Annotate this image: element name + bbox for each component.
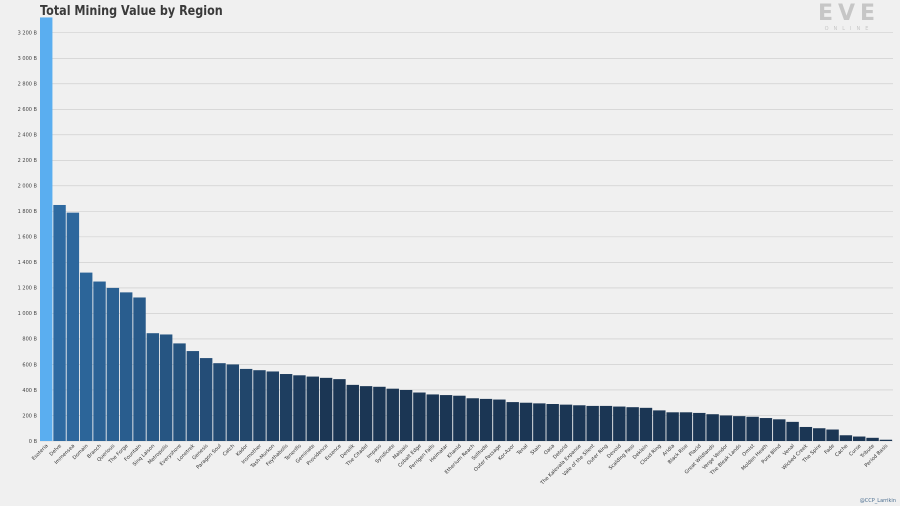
bar <box>759 418 773 441</box>
bar <box>493 399 506 441</box>
bar <box>119 292 133 441</box>
bar <box>799 426 813 441</box>
y-tick-label: 1 200 B <box>18 286 38 292</box>
y-axis-ticks: 0 B 200 B 400 B 600 B 800 B 1 000 B 1 200 B 1 4… <box>18 31 38 445</box>
bar <box>746 416 759 441</box>
bar <box>319 377 333 441</box>
y-tick-label: 1 600 B <box>18 235 38 241</box>
x-category-label: Tenal <box>515 443 529 457</box>
y-tick-label: 800 B <box>22 337 37 343</box>
x-category-label: Esoteria <box>31 443 50 462</box>
bar <box>413 392 426 441</box>
credit-text: @CCP_Larrikin <box>859 498 896 504</box>
bar <box>133 297 146 441</box>
bar <box>266 371 280 441</box>
y-tick-label: 600 B <box>22 362 37 368</box>
bar <box>213 363 226 441</box>
y-tick-label: 1 000 B <box>18 311 38 317</box>
bar <box>546 404 559 441</box>
bar <box>666 412 679 441</box>
bar <box>293 375 306 441</box>
bar <box>333 379 346 441</box>
bar <box>173 343 186 441</box>
bar <box>839 435 853 441</box>
bar <box>279 374 293 441</box>
bar <box>306 376 319 441</box>
bar <box>79 272 93 441</box>
bar <box>626 407 639 441</box>
bar <box>826 429 839 441</box>
bar <box>426 394 439 441</box>
bar <box>506 402 519 441</box>
bar <box>53 204 66 441</box>
bar <box>106 287 120 441</box>
chart-title: Total Mining Value by Region <box>40 4 223 19</box>
bar <box>719 415 733 441</box>
bar <box>613 406 626 441</box>
x-category-label: Catch <box>222 443 236 457</box>
bar <box>519 402 533 441</box>
bar <box>439 395 453 441</box>
bar <box>186 351 200 441</box>
y-tick-label: 1 400 B <box>18 260 38 266</box>
y-tick-label: 2 400 B <box>18 133 38 139</box>
y-tick-label: 200 B <box>22 413 37 419</box>
bar <box>599 405 613 441</box>
bar <box>359 386 373 441</box>
bar <box>813 428 826 441</box>
x-axis-labels: EsoteriaDelveImmenseaDomainBranchQueriou… <box>31 443 890 487</box>
bar <box>573 405 586 441</box>
bar <box>453 395 466 441</box>
y-tick-label: 2 200 B <box>18 158 38 164</box>
bar <box>146 333 160 441</box>
bar <box>40 17 53 441</box>
bars <box>40 17 893 441</box>
y-tick-label: 1 800 B <box>18 209 38 215</box>
y-tick-label: 0 B <box>29 439 38 445</box>
bar <box>93 281 106 441</box>
bar <box>226 364 240 441</box>
y-tick-label: 2 800 B <box>18 82 38 88</box>
bar <box>386 388 399 441</box>
bar <box>199 358 213 441</box>
x-category-label: Stain <box>529 443 542 456</box>
bar <box>399 389 413 441</box>
eve-online-logo: EVE ONLINE <box>810 2 888 36</box>
bar <box>66 212 80 441</box>
y-tick-label: 3 200 B <box>18 31 38 37</box>
bar <box>773 419 786 441</box>
bar <box>159 334 173 441</box>
bar <box>253 370 266 441</box>
y-tick-label: 3 000 B <box>18 56 38 62</box>
bar <box>639 407 653 441</box>
bar <box>373 386 386 441</box>
bar <box>866 437 879 441</box>
y-tick-label: 2 000 B <box>18 184 38 190</box>
y-tick-label: 400 B <box>22 388 37 394</box>
bar <box>786 421 799 441</box>
logo-wordmark: EVE <box>817 1 881 26</box>
y-tick-label: 2 600 B <box>18 107 38 113</box>
bar <box>586 405 599 441</box>
bar <box>653 410 666 441</box>
bar <box>239 368 253 441</box>
bar <box>733 416 746 441</box>
bar <box>533 403 546 441</box>
bar <box>706 414 719 441</box>
bar <box>346 384 359 441</box>
logo-subtitle: ONLINE <box>824 26 874 32</box>
bar <box>479 398 493 441</box>
bar <box>466 398 479 441</box>
x-category-label: Cache <box>834 443 849 458</box>
bar <box>853 436 866 441</box>
bar <box>559 404 573 441</box>
bar <box>679 412 693 441</box>
bar <box>879 439 893 441</box>
bar <box>693 412 706 441</box>
